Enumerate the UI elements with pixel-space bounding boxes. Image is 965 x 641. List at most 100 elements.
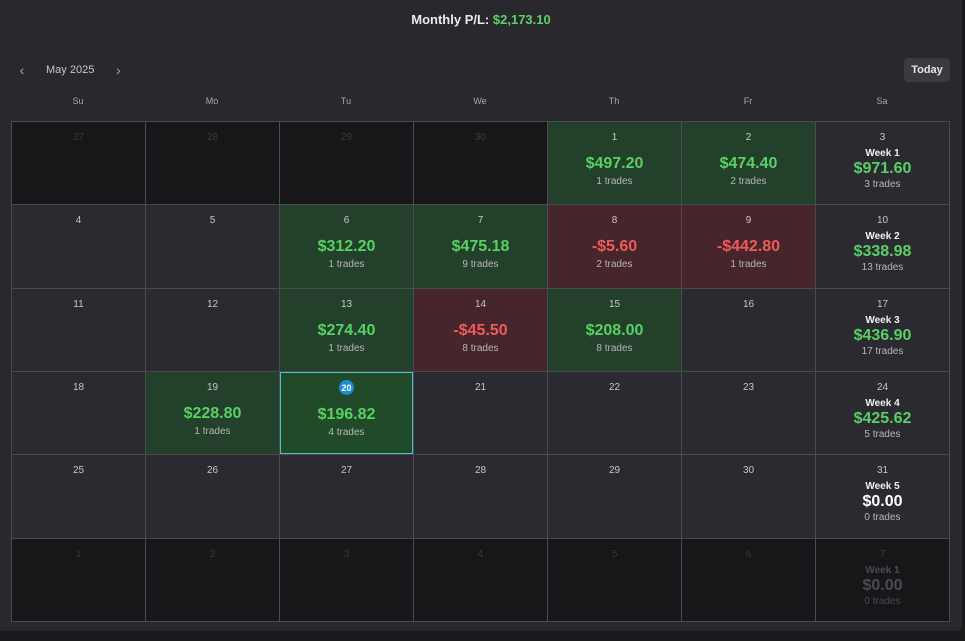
day-number: 27 bbox=[340, 465, 353, 477]
day-cell[interactable]: 22 bbox=[548, 372, 681, 455]
monthly-pl-label: Monthly P/L: bbox=[411, 12, 490, 27]
week-trade-count: 3 trades bbox=[864, 179, 901, 190]
day-cell[interactable]: 15 $208.00 8 trades bbox=[548, 288, 681, 371]
week-pl-amount: $0.00 bbox=[862, 576, 903, 594]
day-trade-count: 1 trades bbox=[328, 259, 365, 271]
day-trade-count: 2 trades bbox=[730, 176, 767, 187]
day-cell[interactable]: 30 bbox=[414, 122, 547, 205]
day-cell[interactable]: 30 bbox=[682, 455, 815, 538]
day-number: 21 bbox=[474, 382, 487, 393]
day-pl-amount: $228.80 bbox=[183, 405, 242, 422]
week-trade-count: 13 trades bbox=[861, 262, 904, 274]
week-pl-amount: $338.98 bbox=[853, 243, 912, 261]
day-trade-count: 1 trades bbox=[730, 259, 767, 271]
day-trade-count: 1 trades bbox=[194, 426, 231, 437]
week-pl-amount: $0.00 bbox=[862, 493, 903, 511]
chevron-right-icon: › bbox=[115, 62, 121, 78]
day-trade-count: 8 trades bbox=[462, 342, 499, 354]
today-button[interactable]: Today bbox=[904, 58, 950, 82]
day-cell[interactable]: 26 bbox=[146, 455, 279, 538]
day-trade-count: 1 trades bbox=[328, 342, 365, 354]
day-pl-amount: $497.20 bbox=[585, 155, 644, 172]
weekday-header-mo: Mo bbox=[205, 96, 219, 106]
day-cell[interactable]: 4 bbox=[12, 205, 145, 288]
day-cell[interactable]: 1 $497.20 1 trades bbox=[548, 122, 681, 205]
weekday-header-th: Th bbox=[608, 96, 620, 106]
day-number: 10 bbox=[876, 215, 889, 227]
day-cell[interactable]: 8 -$5.60 2 trades bbox=[548, 205, 681, 288]
day-pl-amount: $475.18 bbox=[451, 238, 510, 256]
day-cell[interactable]: 2 $474.40 2 trades bbox=[682, 122, 815, 205]
week-summary-cell[interactable]: 24 Week 4 $425.62 5 trades bbox=[816, 372, 949, 455]
month-label: May 2025 bbox=[46, 64, 95, 76]
weekday-header-we: We bbox=[473, 96, 487, 106]
day-cell[interactable]: 1 bbox=[12, 538, 145, 621]
week-trade-count: 5 trades bbox=[864, 429, 901, 440]
monthly-pl-value: $2,173.10 bbox=[492, 12, 551, 27]
day-cell[interactable]: 2 bbox=[146, 538, 279, 621]
week-label: Week 1 bbox=[865, 564, 900, 576]
day-cell[interactable]: 16 bbox=[682, 288, 815, 371]
day-cell[interactable]: 29 bbox=[548, 455, 681, 538]
day-cell[interactable]: 23 bbox=[682, 372, 815, 455]
monthly-pl-header: Monthly P/L: $2,173.10 bbox=[0, 12, 962, 27]
week-summary-cell[interactable]: 7 Week 1 $0.00 0 trades bbox=[816, 538, 949, 621]
week-summary-cell[interactable]: 3 Week 1 $971.60 3 trades bbox=[816, 122, 949, 205]
day-cell[interactable]: 19 $228.80 1 trades bbox=[146, 372, 279, 455]
week-summary-cell[interactable]: 17 Week 3 $436.90 17 trades bbox=[816, 288, 949, 371]
week-label: Week 4 bbox=[865, 398, 900, 409]
week-trade-count: 0 trades bbox=[864, 595, 901, 607]
prev-month-button[interactable]: ‹ bbox=[12, 58, 32, 82]
next-month-button[interactable]: › bbox=[108, 58, 128, 82]
month-nav: ‹ May 2025 › bbox=[12, 58, 128, 82]
day-cell[interactable]: 3 bbox=[280, 538, 413, 621]
day-number: 3 bbox=[343, 548, 350, 560]
day-trade-count: 8 trades bbox=[596, 342, 633, 354]
weekday-header-su: Su bbox=[72, 96, 84, 106]
week-label: Week 1 bbox=[865, 148, 900, 159]
chevron-left-icon: ‹ bbox=[19, 62, 25, 78]
day-number: 26 bbox=[206, 465, 219, 477]
day-cell[interactable]: 14 -$45.50 8 trades bbox=[414, 288, 547, 371]
week-pl-amount: $436.90 bbox=[853, 326, 912, 344]
day-number: 22 bbox=[608, 382, 621, 393]
day-cell[interactable]: 9 -$442.80 1 trades bbox=[682, 205, 815, 288]
day-number: 13 bbox=[340, 298, 353, 310]
day-number: 5 bbox=[209, 215, 216, 227]
day-number: 1 bbox=[75, 548, 82, 560]
day-cell[interactable]: 5 bbox=[548, 538, 681, 621]
day-number: 11 bbox=[73, 298, 84, 310]
day-number: 9 bbox=[745, 215, 752, 227]
day-cell[interactable]: 21 bbox=[414, 372, 547, 455]
day-cell[interactable]: 12 bbox=[146, 288, 279, 371]
day-cell[interactable]: 29 bbox=[280, 122, 413, 205]
today-day-badge: 20 bbox=[339, 380, 354, 395]
day-number: 25 bbox=[72, 465, 85, 477]
day-cell[interactable]: 6 $312.20 1 trades bbox=[280, 205, 413, 288]
day-cell[interactable]: 18 bbox=[12, 372, 145, 455]
day-number: 6 bbox=[745, 548, 752, 560]
day-cell[interactable]: 28 bbox=[414, 455, 547, 538]
day-cell[interactable]: 4 bbox=[414, 538, 547, 621]
week-pl-amount: $425.62 bbox=[853, 410, 912, 427]
day-cell[interactable]: 27 bbox=[280, 455, 413, 538]
day-cell[interactable]: 20 $196.82 4 trades bbox=[280, 372, 413, 455]
day-pl-amount: $312.20 bbox=[317, 238, 376, 256]
week-summary-cell[interactable]: 31 Week 5 $0.00 0 trades bbox=[816, 455, 949, 538]
day-pl-amount: -$45.50 bbox=[453, 321, 508, 339]
day-cell[interactable]: 5 bbox=[146, 205, 279, 288]
day-cell[interactable]: 28 bbox=[146, 122, 279, 205]
day-number: 29 bbox=[340, 132, 353, 143]
day-number: 19 bbox=[206, 382, 219, 393]
day-trade-count: 4 trades bbox=[328, 427, 365, 438]
day-cell[interactable]: 6 bbox=[682, 538, 815, 621]
day-cell[interactable]: 27 bbox=[12, 122, 145, 205]
day-pl-amount: -$5.60 bbox=[591, 238, 638, 256]
day-cell[interactable]: 7 $475.18 9 trades bbox=[414, 205, 547, 288]
day-number: 2 bbox=[209, 548, 216, 560]
day-number: 14 bbox=[474, 298, 487, 310]
day-cell[interactable]: 13 $274.40 1 trades bbox=[280, 288, 413, 371]
day-cell[interactable]: 11 bbox=[12, 288, 145, 371]
week-summary-cell[interactable]: 10 Week 2 $338.98 13 trades bbox=[816, 205, 949, 288]
day-cell[interactable]: 25 bbox=[12, 455, 145, 538]
